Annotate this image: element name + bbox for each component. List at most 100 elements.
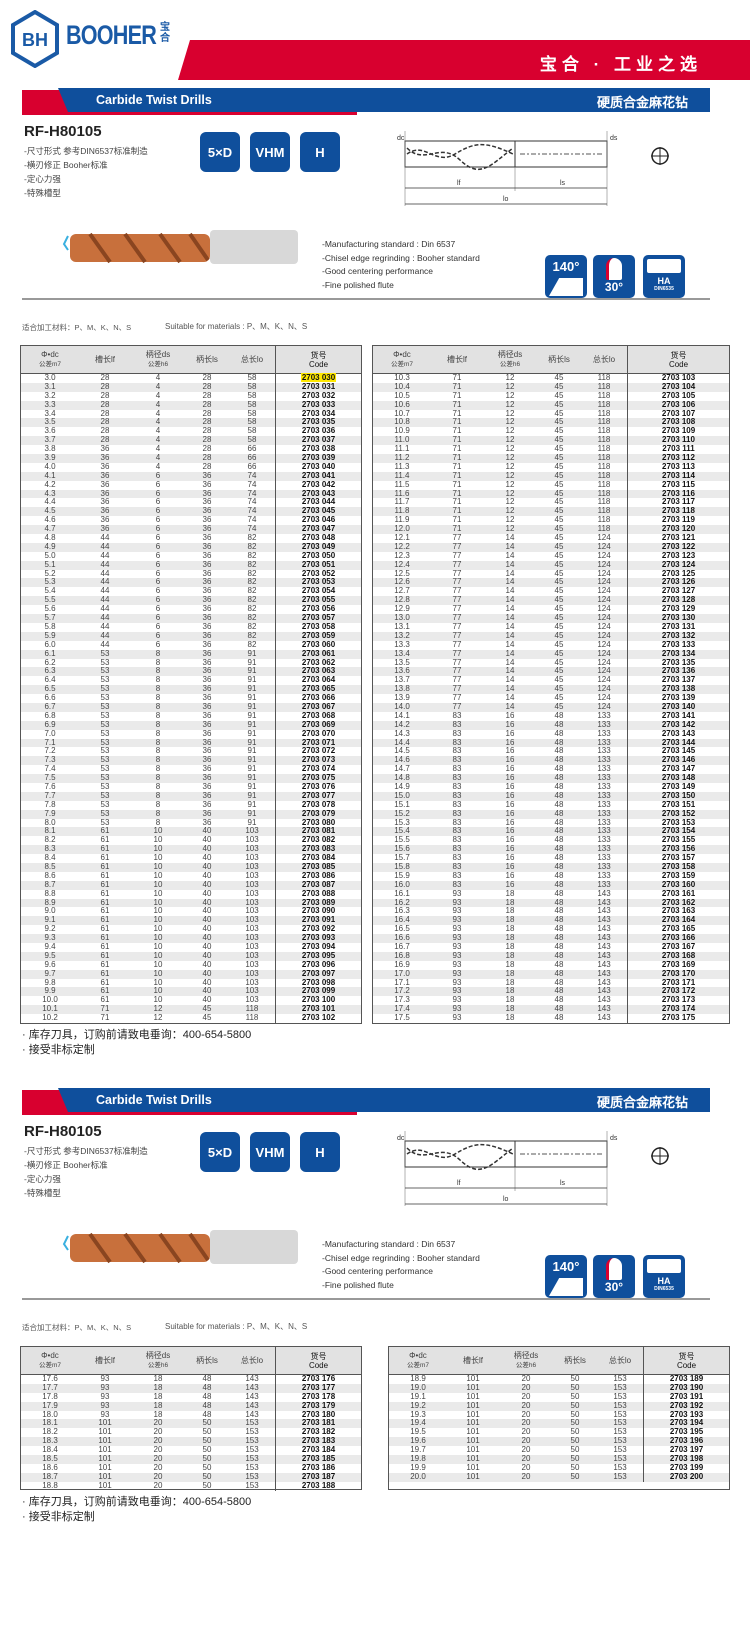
cell-lf: 77 [452,630,462,640]
cell-ls: 48 [554,817,564,827]
cell-dc: 7.7 [44,790,56,800]
cell-ls: 36 [202,550,212,560]
cell-code: 2703 066 [275,693,361,703]
cell-ls: 48 [554,737,564,747]
cell-ds: 6 [155,506,161,516]
cell-ls: 48 [554,799,564,809]
cell-lo: 153 [245,1471,259,1481]
table-row: 19.6 101 20 50 153 2703 196 [389,1436,729,1447]
table-row: 8.2 61 10 40 103 2703 082 [21,835,361,846]
drill-image [62,230,298,264]
cell-code: 2703 047 [275,524,361,535]
cell-code: 2703 030 [275,373,361,383]
cell-lf: 93 [452,1004,462,1014]
table-body: 17.6 93 18 48 143 2703 176 17.7 93 18 48 143 2703 1… [21,1374,361,1491]
table-row: 9.1 61 10 40 103 2703 091 [21,915,361,926]
cell-lf: 71 [452,399,462,409]
cell-ls: 36 [202,817,212,827]
cell-lo: 103 [245,915,259,925]
cell-ds: 12 [505,506,515,516]
cell-ds: 4 [155,390,161,400]
cell-code: 2703 174 [627,1004,729,1015]
cell-ds: 6 [155,533,161,543]
cell-ls: 40 [202,986,212,996]
cell-ls: 45 [554,630,564,640]
cell-lo: 103 [245,844,259,854]
cell-lo: 91 [247,781,257,791]
cell-code: 2703 106 [627,400,729,410]
cell-code: 2703 101 [275,1004,361,1015]
cell-lo: 143 [597,888,611,898]
cell-ds: 16 [505,755,515,765]
cell-dc: 17.9 [42,1400,58,1410]
cell-ls: 48 [554,746,564,756]
cell-dc: 11.6 [394,488,410,498]
cell-ds: 18 [505,950,515,960]
cell-dc: 6.0 [44,639,56,649]
cell-ds: 8 [155,737,161,747]
cell-lf: 101 [466,1374,480,1383]
cell-code: 2703 151 [627,800,729,810]
cell-ls: 45 [554,506,564,516]
cell-ds: 18 [505,942,515,951]
cell-lo: 58 [247,426,257,436]
model-number: RF-H80105 [24,1123,102,1140]
table-row: 9.2 61 10 40 103 2703 092 [21,924,361,935]
cell-ls: 40 [202,942,212,951]
cell-dc: 7.2 [44,746,56,756]
cell-ls: 50 [570,1427,580,1437]
table-row: 16.7 93 18 48 143 2703 167 [373,942,729,952]
table-row: 8.3 61 10 40 103 2703 083 [21,844,361,855]
cell-ls: 48 [554,728,564,738]
cell-code: 2703 176 [275,1374,361,1384]
cell-lo: 118 [245,1013,259,1023]
cell-code: 2703 134 [627,649,729,659]
cell-dc: 15.3 [394,817,410,827]
cell-dc: 12.0 [394,524,410,534]
cell-dc: 4.6 [44,515,56,525]
cell-ds: 4 [155,408,161,418]
cell-dc: 8.4 [44,853,56,863]
cell-ls: 50 [570,1454,580,1464]
cell-code: 2703 199 [643,1463,729,1473]
cell-code: 2703 128 [627,595,729,606]
cell-ls: 36 [202,559,212,569]
table-row: 6.6 53 8 36 91 2703 066 [21,693,361,703]
cell-lf: 71 [452,435,462,445]
cell-code: 2703 186 [275,1463,361,1473]
cell-ds: 14 [505,666,515,676]
cell-lf: 61 [100,844,110,854]
table-row: 13.8 77 14 45 124 2703 138 [373,684,729,695]
table-row: 16.0 83 16 48 133 2703 160 [373,880,729,890]
cell-ds: 20 [521,1391,531,1401]
cell-code: 2703 169 [627,960,729,970]
cell-lo: 143 [597,968,611,978]
cell-dc: 10.7 [394,408,410,418]
cell-lf: 101 [466,1418,480,1428]
cell-lo: 118 [597,399,611,409]
cell-ds: 8 [155,666,161,676]
cell-dc: 4.7 [44,524,56,534]
cell-lf: 83 [452,781,462,791]
cell-code: 2703 111 [627,444,729,455]
cell-lf: 71 [100,1004,110,1014]
cell-code: 2703 089 [275,898,361,908]
cell-dc: 9.8 [44,977,56,987]
cell-lf: 44 [100,550,110,560]
table-row: 15.9 83 16 48 133 2703 159 [373,871,729,881]
cell-code: 2703 064 [275,675,361,686]
table-header: Φ•dc 公差m7 槽长lf 柄径ds 公差h6 柄长ls 总长lo 货号 Code [389,1347,729,1375]
cell-ds: 20 [153,1480,163,1490]
cell-ds: 10 [153,968,163,978]
cell-dc: 8.9 [44,897,56,907]
cell-ds: 14 [505,559,515,569]
cell-ls: 48 [554,844,564,854]
table-row: 14.5 83 16 48 133 2703 145 [373,746,729,757]
cell-ds: 10 [153,942,163,951]
cell-ls: 36 [202,737,212,747]
cell-code: 2703 092 [275,924,361,935]
table-row: 4.4 36 6 36 74 2703 044 [21,498,361,508]
table-row: 8.4 61 10 40 103 2703 084 [21,853,361,863]
table-row: 3.8 36 4 28 66 2703 038 [21,444,361,455]
cell-lo: 153 [613,1445,627,1455]
